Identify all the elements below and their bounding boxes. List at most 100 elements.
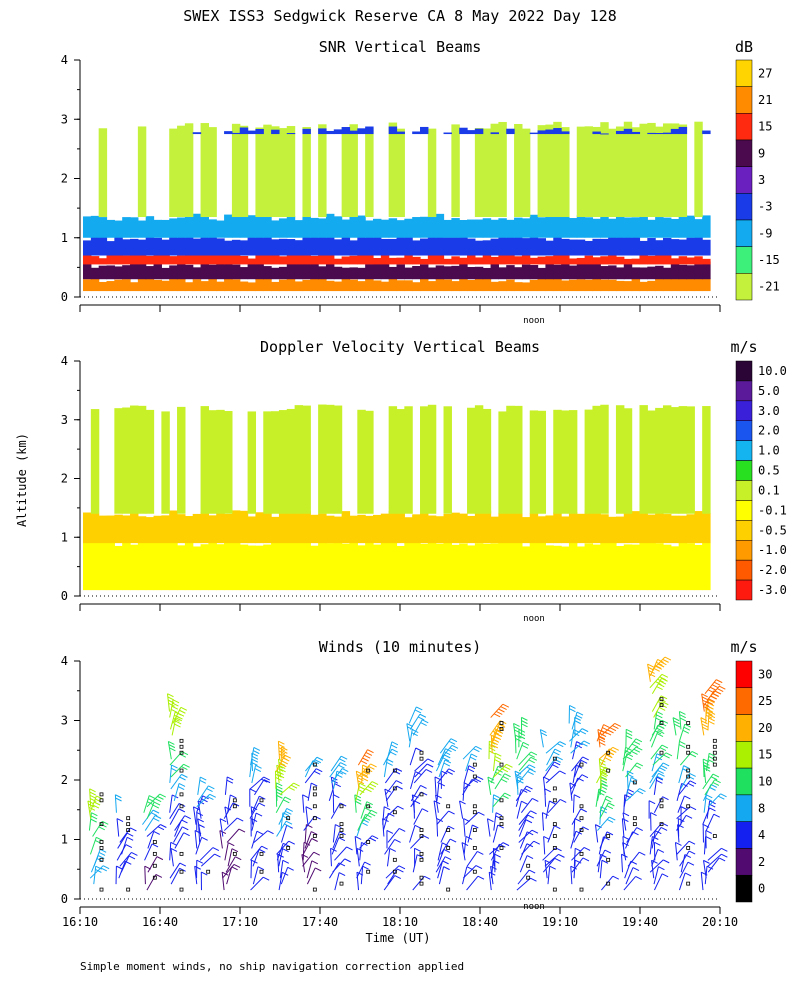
wind-barb-flag xyxy=(496,725,503,730)
wind-barb-flag xyxy=(258,848,266,853)
wind-barb xyxy=(437,860,444,879)
heatmap-cell xyxy=(372,218,382,238)
wind-barb-flag xyxy=(116,865,123,870)
wind-barb xyxy=(466,851,478,867)
heatmap-cell xyxy=(365,515,374,544)
wind-barb-flag xyxy=(365,813,372,818)
wind-barb-flag xyxy=(656,776,664,781)
heatmap-cell xyxy=(498,267,507,280)
heatmap-cell xyxy=(83,512,92,544)
wind-barb xyxy=(93,849,101,867)
heatmap-cell xyxy=(514,405,523,514)
colorbar-label: 1.0 xyxy=(758,444,780,458)
heatmap-cell xyxy=(341,543,351,591)
heatmap-cell xyxy=(278,279,288,292)
wind-barb xyxy=(653,776,658,795)
wind-barb xyxy=(171,717,177,736)
wind-barb-flag xyxy=(702,702,710,707)
wind-barb-flag xyxy=(497,824,504,829)
wind-barb-flag xyxy=(276,788,283,793)
heatmap-cell xyxy=(365,410,374,514)
wind-barb-flag xyxy=(521,720,528,725)
wind-barb xyxy=(572,741,578,760)
heatmap-cell xyxy=(404,280,413,292)
wind-barb-flag xyxy=(689,806,697,811)
heatmap-cell xyxy=(325,262,335,280)
wind-barb xyxy=(225,856,236,873)
wind-barb-flag xyxy=(680,806,688,811)
wind-barb xyxy=(542,847,556,861)
wind-barb xyxy=(359,810,372,825)
altitude-tick-label: 3 xyxy=(61,413,68,427)
wind-barb xyxy=(703,860,707,879)
wind-barb-flag xyxy=(363,754,371,759)
wind-barb-flag xyxy=(391,741,399,746)
calm-marker xyxy=(419,834,424,838)
wind-barb-flag xyxy=(714,690,722,695)
wind-barb xyxy=(547,799,561,814)
wind-barb-flag xyxy=(525,819,533,824)
wind-barb-flag xyxy=(515,734,522,739)
wind-barb-flag xyxy=(170,847,178,852)
calm-marker xyxy=(499,846,504,850)
colorbar-swatch xyxy=(735,559,753,581)
heatmap-cell xyxy=(137,405,147,514)
wind-barb-flag xyxy=(552,764,559,769)
heatmap-cell xyxy=(514,217,523,238)
heatmap-cell xyxy=(231,253,241,265)
wind-barb xyxy=(433,800,438,819)
wind-barb-flag xyxy=(709,807,716,812)
heatmap-cell xyxy=(122,407,131,514)
wind-barb-flag xyxy=(691,750,699,755)
heatmap-cell xyxy=(278,410,288,514)
heatmap-cell xyxy=(459,513,468,544)
wind-barb-flag xyxy=(599,741,606,746)
heatmap-cell xyxy=(161,280,170,292)
heatmap-cell xyxy=(365,254,374,265)
wind-barb-flag xyxy=(358,785,366,790)
heatmap-cell xyxy=(529,410,539,514)
heatmap-cell xyxy=(529,512,539,544)
wind-barb-flag xyxy=(415,747,422,752)
wind-barb-flag xyxy=(451,744,459,749)
wind-barb-flag xyxy=(607,729,614,734)
heatmap-cell xyxy=(130,263,139,280)
heatmap-cell xyxy=(161,267,170,280)
calm-marker xyxy=(179,768,184,773)
heatmap-cell xyxy=(545,124,554,218)
wind-barb-flag xyxy=(580,808,587,813)
wind-barb-flag xyxy=(636,746,643,751)
heatmap-cell xyxy=(286,275,296,292)
wind-barb-flag xyxy=(661,719,669,724)
heatmap-cell xyxy=(239,125,249,218)
heatmap-cell xyxy=(247,516,257,544)
wind-barb-flag xyxy=(689,780,697,785)
wind-barb xyxy=(144,866,146,885)
wind-barb xyxy=(649,836,653,855)
wind-barb-flag xyxy=(702,726,709,731)
heatmap-cell xyxy=(498,252,507,265)
wind-barb xyxy=(221,872,225,891)
heatmap-cell xyxy=(145,255,155,265)
heatmap-cell xyxy=(474,219,484,238)
heatmap-cell xyxy=(631,511,641,544)
heatmap-cell xyxy=(553,409,562,514)
wind-barb xyxy=(355,771,360,790)
heatmap-cell xyxy=(396,257,405,265)
wind-barb-flag xyxy=(647,663,654,668)
heatmap-cell xyxy=(130,217,139,238)
heatmap-cell xyxy=(694,511,703,544)
calm-marker xyxy=(499,816,504,821)
wind-barb-flag xyxy=(363,770,371,775)
colorbar-swatch xyxy=(735,166,753,194)
heatmap-cell xyxy=(388,542,398,591)
heatmap-cell xyxy=(451,218,460,238)
wind-barb xyxy=(332,831,341,849)
heatmap-cell xyxy=(349,240,358,256)
heatmap-cell xyxy=(467,266,476,280)
heatmap-cell xyxy=(263,124,272,218)
heatmap-cell xyxy=(90,215,100,238)
wind-barb-flag xyxy=(249,788,256,793)
heatmap-cell xyxy=(184,264,194,280)
